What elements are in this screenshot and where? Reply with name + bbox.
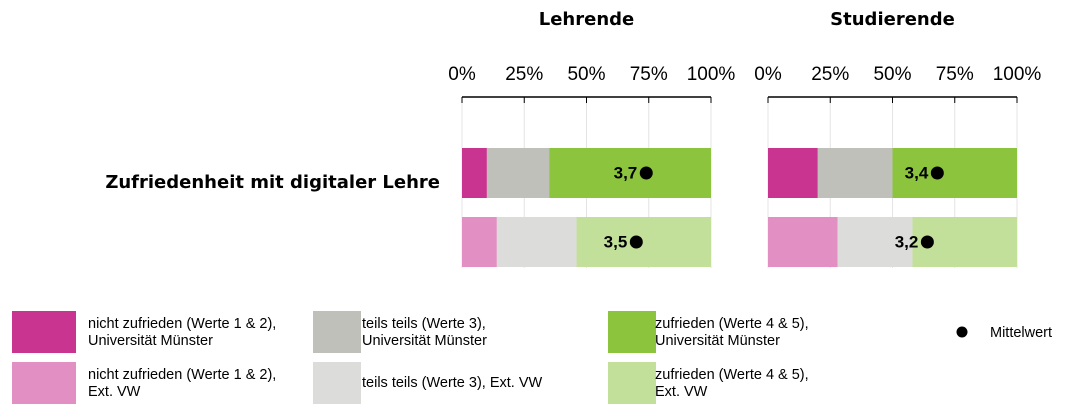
mean-label: 3,5 [604,232,628,251]
x-tick-label: 0% [448,64,476,85]
legend-label: nicht zufrieden (Werte 1 & 2), Universitä… [88,316,276,349]
bar-segment [892,148,1017,198]
bar-segment [462,217,497,267]
bar-segment [549,148,711,198]
x-tick-label: 100% [993,64,1042,85]
bar-segment [496,217,577,267]
x-tick-label: 0% [754,64,782,85]
x-tick-label: 25% [811,64,849,85]
legend-label: teils teils (Werte 3), Ext. VW [362,375,543,391]
panel-title: Studierende [830,9,955,30]
bar-segment [486,148,550,198]
mean-dot [639,166,653,180]
legend-swatch [608,362,656,404]
x-tick-label: 100% [687,64,736,85]
x-tick-label: 75% [630,64,668,85]
mean-label: 3,7 [614,163,638,182]
legend-label: teils teils (Werte 3), Universität Münste… [362,316,487,349]
mean-label: 3,2 [895,232,919,251]
legend-swatch [313,311,361,353]
x-tick-label: 25% [505,64,543,85]
category-label: Zufriedenheit mit digitaler Lehre [105,172,440,193]
legend-swatch [608,311,656,353]
mean-dot [629,235,643,249]
legend-swatch [12,362,76,404]
bar-segment [768,148,818,198]
legend-swatch [313,362,361,404]
legend-label: nicht zufrieden (Werte 1 & 2), Ext. VW [88,367,276,400]
legend-label: zufrieden (Werte 4 & 5), Universität Müns… [655,316,809,349]
bar-segment [837,217,913,267]
bar-segment [462,148,487,198]
legend-label: zufrieden (Werte 4 & 5), Ext. VW [655,367,809,400]
x-tick-label: 50% [567,64,605,85]
x-tick-label: 75% [936,64,974,85]
mean-dot [920,235,934,249]
mean-dot [930,166,944,180]
mean-label: 3,4 [905,163,929,182]
panel-title: Lehrende [539,9,634,30]
legend-label: Mittelwert [990,325,1052,341]
bar-segment [817,148,893,198]
legend-mean-dot [956,326,968,338]
legend-swatch [12,311,76,353]
bar-segment [768,217,838,267]
bar-segment [576,217,711,267]
x-tick-label: 50% [873,64,911,85]
